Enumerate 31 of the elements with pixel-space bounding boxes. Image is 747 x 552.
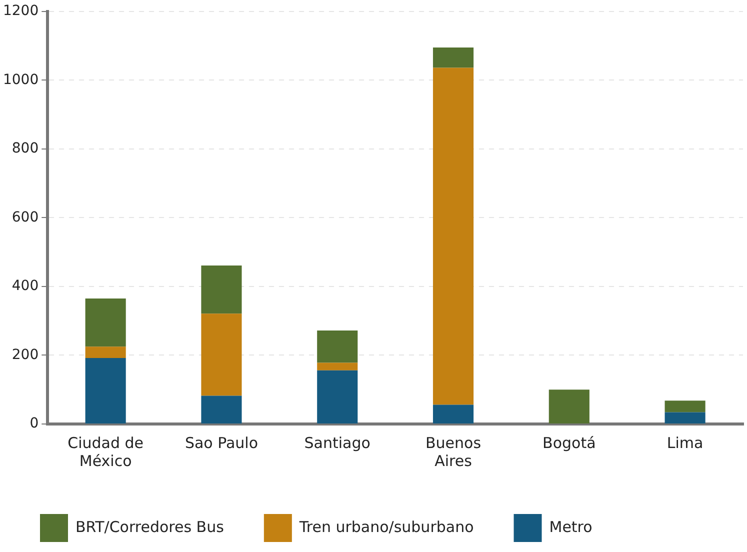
y-tick-label: 800: [12, 140, 39, 157]
x-tick-label: Ciudad de México: [68, 434, 144, 470]
bar: [432, 48, 474, 68]
x-tick-label: Lima: [666, 434, 704, 452]
x-tick-label: Sao Paulo: [184, 434, 258, 452]
bar: [85, 346, 126, 358]
legend-label: Metro: [549, 518, 592, 536]
y-tick-label: 0: [30, 416, 39, 432]
y-tick-label: 600: [12, 209, 39, 226]
bar: [201, 265, 242, 314]
bar: [664, 412, 706, 424]
bar: [317, 370, 358, 424]
bar: [432, 68, 474, 405]
bar: [317, 362, 358, 370]
y-tick-label: 1000: [2, 72, 39, 88]
bar: [201, 314, 242, 396]
bar: [432, 404, 474, 424]
x-tick-label: Buenos Aires: [425, 434, 482, 470]
bar: [85, 358, 126, 424]
legend-label: Tren urbano/suburbano: [298, 518, 474, 536]
legend-label: BRT/Corredores Bus: [76, 518, 224, 536]
bar: [548, 390, 590, 424]
bar: [664, 400, 706, 412]
bar: [85, 298, 126, 347]
bar: [317, 330, 358, 363]
y-tick-label: 200: [12, 346, 39, 363]
y-tick-label: 1200: [2, 3, 39, 20]
x-tick-label: Santiago: [304, 434, 370, 452]
y-tick-label: 400: [12, 278, 39, 294]
x-tick-label: Bogotá: [542, 434, 596, 452]
bar: [201, 396, 242, 424]
